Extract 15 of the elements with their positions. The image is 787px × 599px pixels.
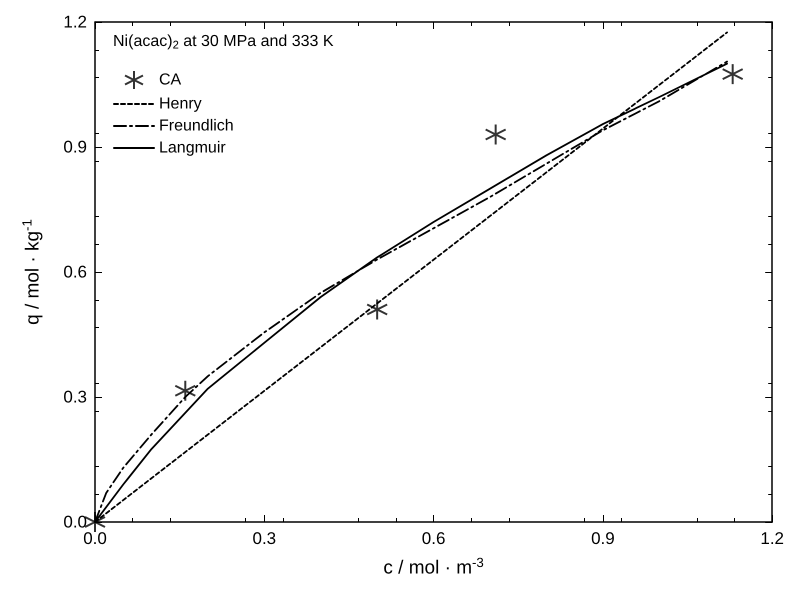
- legend-label: Freundlich: [159, 118, 234, 134]
- y-tick-label: 0.6: [63, 262, 87, 282]
- x-tick-label: 1.2: [760, 529, 784, 548]
- legend-label: CA: [159, 72, 182, 88]
- y-tick-label: 1.2: [63, 12, 87, 32]
- x-tick-label: 0.0: [83, 529, 107, 548]
- y-axis-title: q / mol · kg-1: [20, 219, 44, 325]
- legend-label: Henry: [159, 96, 202, 112]
- y-tick-label: 0.3: [63, 388, 87, 406]
- x-tick-label: 0.6: [422, 529, 446, 548]
- x-tick-label: 0.9: [591, 529, 615, 548]
- x-tick-label: 0.3: [252, 529, 276, 548]
- legend-label: Langmuir: [159, 140, 226, 156]
- y-tick-label: 0.0: [63, 512, 87, 532]
- y-tick-label: 0.9: [63, 138, 87, 156]
